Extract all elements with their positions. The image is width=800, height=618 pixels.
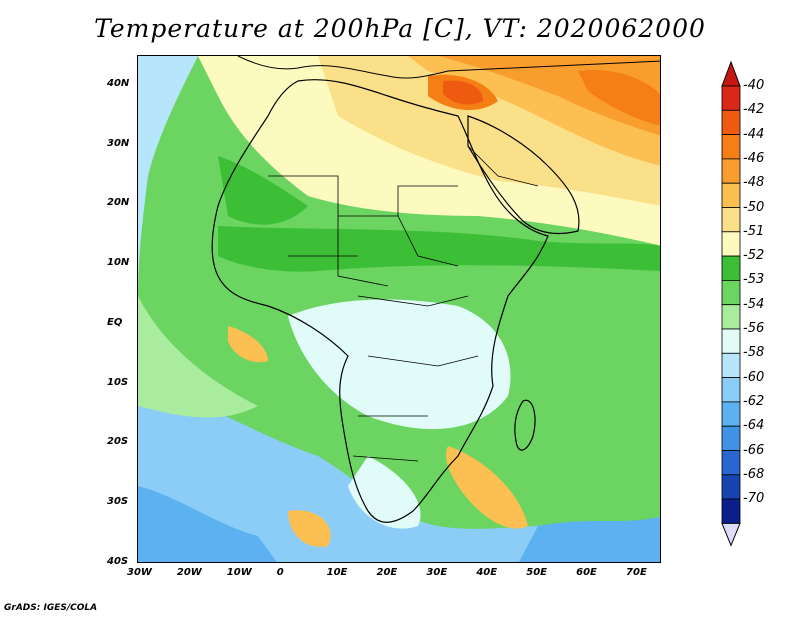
chart-title: Temperature at 200hPa [C], VT: 202006200… bbox=[94, 14, 706, 43]
temperature-map bbox=[137, 55, 661, 563]
coastline-africa bbox=[211, 79, 549, 523]
field-green-band bbox=[218, 226, 660, 272]
field-southeast-ocean bbox=[519, 516, 660, 562]
colorbar-label: -64 bbox=[743, 418, 765, 434]
lon-tick-label: 50E bbox=[526, 567, 547, 578]
colorbar-swatch bbox=[721, 231, 741, 257]
colorbar-swatch bbox=[721, 304, 741, 330]
lat-tick-label: 10N bbox=[107, 257, 130, 269]
field-sahel-green bbox=[218, 156, 308, 225]
colorbar-top-cap bbox=[721, 60, 741, 87]
colorbar-label: -42 bbox=[743, 102, 765, 118]
coastline-madagascar bbox=[514, 399, 536, 451]
coastline-arabia bbox=[467, 115, 580, 235]
colorbar-label: -53 bbox=[743, 272, 765, 288]
field-west-ocean bbox=[138, 56, 198, 296]
colorbar-label: -44 bbox=[743, 126, 765, 142]
lat-tick-label: 30S bbox=[107, 496, 129, 508]
colorbar-swatch bbox=[721, 207, 741, 233]
field-southern-warm bbox=[288, 510, 331, 547]
lat-tick-label: 20S bbox=[107, 436, 129, 448]
colorbar-label: -54 bbox=[743, 296, 765, 312]
field-iran-hot bbox=[578, 70, 660, 126]
colorbar-label: -48 bbox=[743, 175, 765, 191]
lon-tick-label: 20E bbox=[376, 567, 398, 578]
colorbar-label: -50 bbox=[743, 199, 765, 215]
colorbar-label: -68 bbox=[743, 466, 765, 482]
coastline-europe bbox=[237, 56, 660, 79]
lat-tick-label: 20N bbox=[107, 197, 130, 209]
colorbar-swatch bbox=[721, 425, 741, 451]
colorbar-swatch bbox=[721, 182, 741, 208]
colorbar-label: -70 bbox=[743, 491, 765, 507]
lon-tick-label: 60E bbox=[576, 567, 597, 578]
field-turkey-hotter bbox=[443, 80, 483, 105]
colorbar-label: -51 bbox=[743, 223, 765, 239]
colorbar-swatch bbox=[721, 279, 741, 306]
lat-tick-label: 10S bbox=[107, 376, 129, 388]
lat-tick-label: 40N bbox=[107, 77, 130, 89]
footer-credit: GrADS: IGES/COLA bbox=[4, 603, 98, 613]
field-south-cyan bbox=[348, 456, 421, 529]
colorbar-swatch bbox=[721, 255, 741, 281]
colorbar-swatch bbox=[721, 498, 741, 524]
lon-tick-label: 20W bbox=[176, 567, 202, 578]
colorbar-label: -46 bbox=[743, 150, 765, 166]
colorbar-swatch bbox=[721, 377, 741, 403]
field-central-cyan bbox=[288, 299, 511, 430]
colorbar-swatch bbox=[721, 85, 741, 111]
lon-tick-label: 70E bbox=[626, 567, 647, 578]
colorbar-label: -62 bbox=[743, 393, 765, 409]
lat-tick-label: 30N bbox=[107, 137, 130, 149]
colorbar-swatch bbox=[721, 474, 741, 500]
field-madagascar-warm bbox=[446, 446, 528, 529]
colorbar-swatch bbox=[721, 328, 741, 354]
field-south-ocean bbox=[138, 386, 660, 562]
field-south-ocean-deep bbox=[138, 486, 277, 562]
country-borders bbox=[268, 145, 539, 462]
lat-tick-label: 40S bbox=[107, 556, 129, 567]
field-atlantic-warm bbox=[228, 326, 268, 363]
colorbar-swatch bbox=[721, 158, 741, 184]
colorbar-swatch bbox=[721, 134, 741, 160]
lon-tick-label: 30W bbox=[127, 567, 152, 578]
lat-tick-label: EQ bbox=[107, 316, 123, 328]
lon-tick-label: 0 bbox=[276, 567, 284, 578]
colorbar-label: -52 bbox=[743, 248, 765, 264]
colorbar-swatch bbox=[721, 401, 741, 427]
colorbar-label: -56 bbox=[743, 321, 765, 336]
colorbar-swatch bbox=[721, 450, 741, 476]
colorbar-swatch bbox=[721, 352, 741, 378]
lon-tick-label: 30E bbox=[426, 567, 448, 578]
field-west-ocean2 bbox=[138, 296, 258, 418]
colorbar-label: -60 bbox=[743, 369, 765, 385]
lon-tick-label: 10E bbox=[326, 567, 348, 578]
colorbar-swatch bbox=[721, 109, 741, 136]
colorbar-bottom-cap bbox=[721, 522, 741, 547]
colorbar-label: -58 bbox=[743, 345, 765, 361]
colorbar-label: -40 bbox=[743, 78, 765, 93]
map-canvas bbox=[138, 56, 660, 562]
colorbar-label: -66 bbox=[743, 442, 765, 458]
lon-tick-label: 10W bbox=[226, 567, 252, 578]
lon-tick-label: 40E bbox=[476, 567, 498, 578]
